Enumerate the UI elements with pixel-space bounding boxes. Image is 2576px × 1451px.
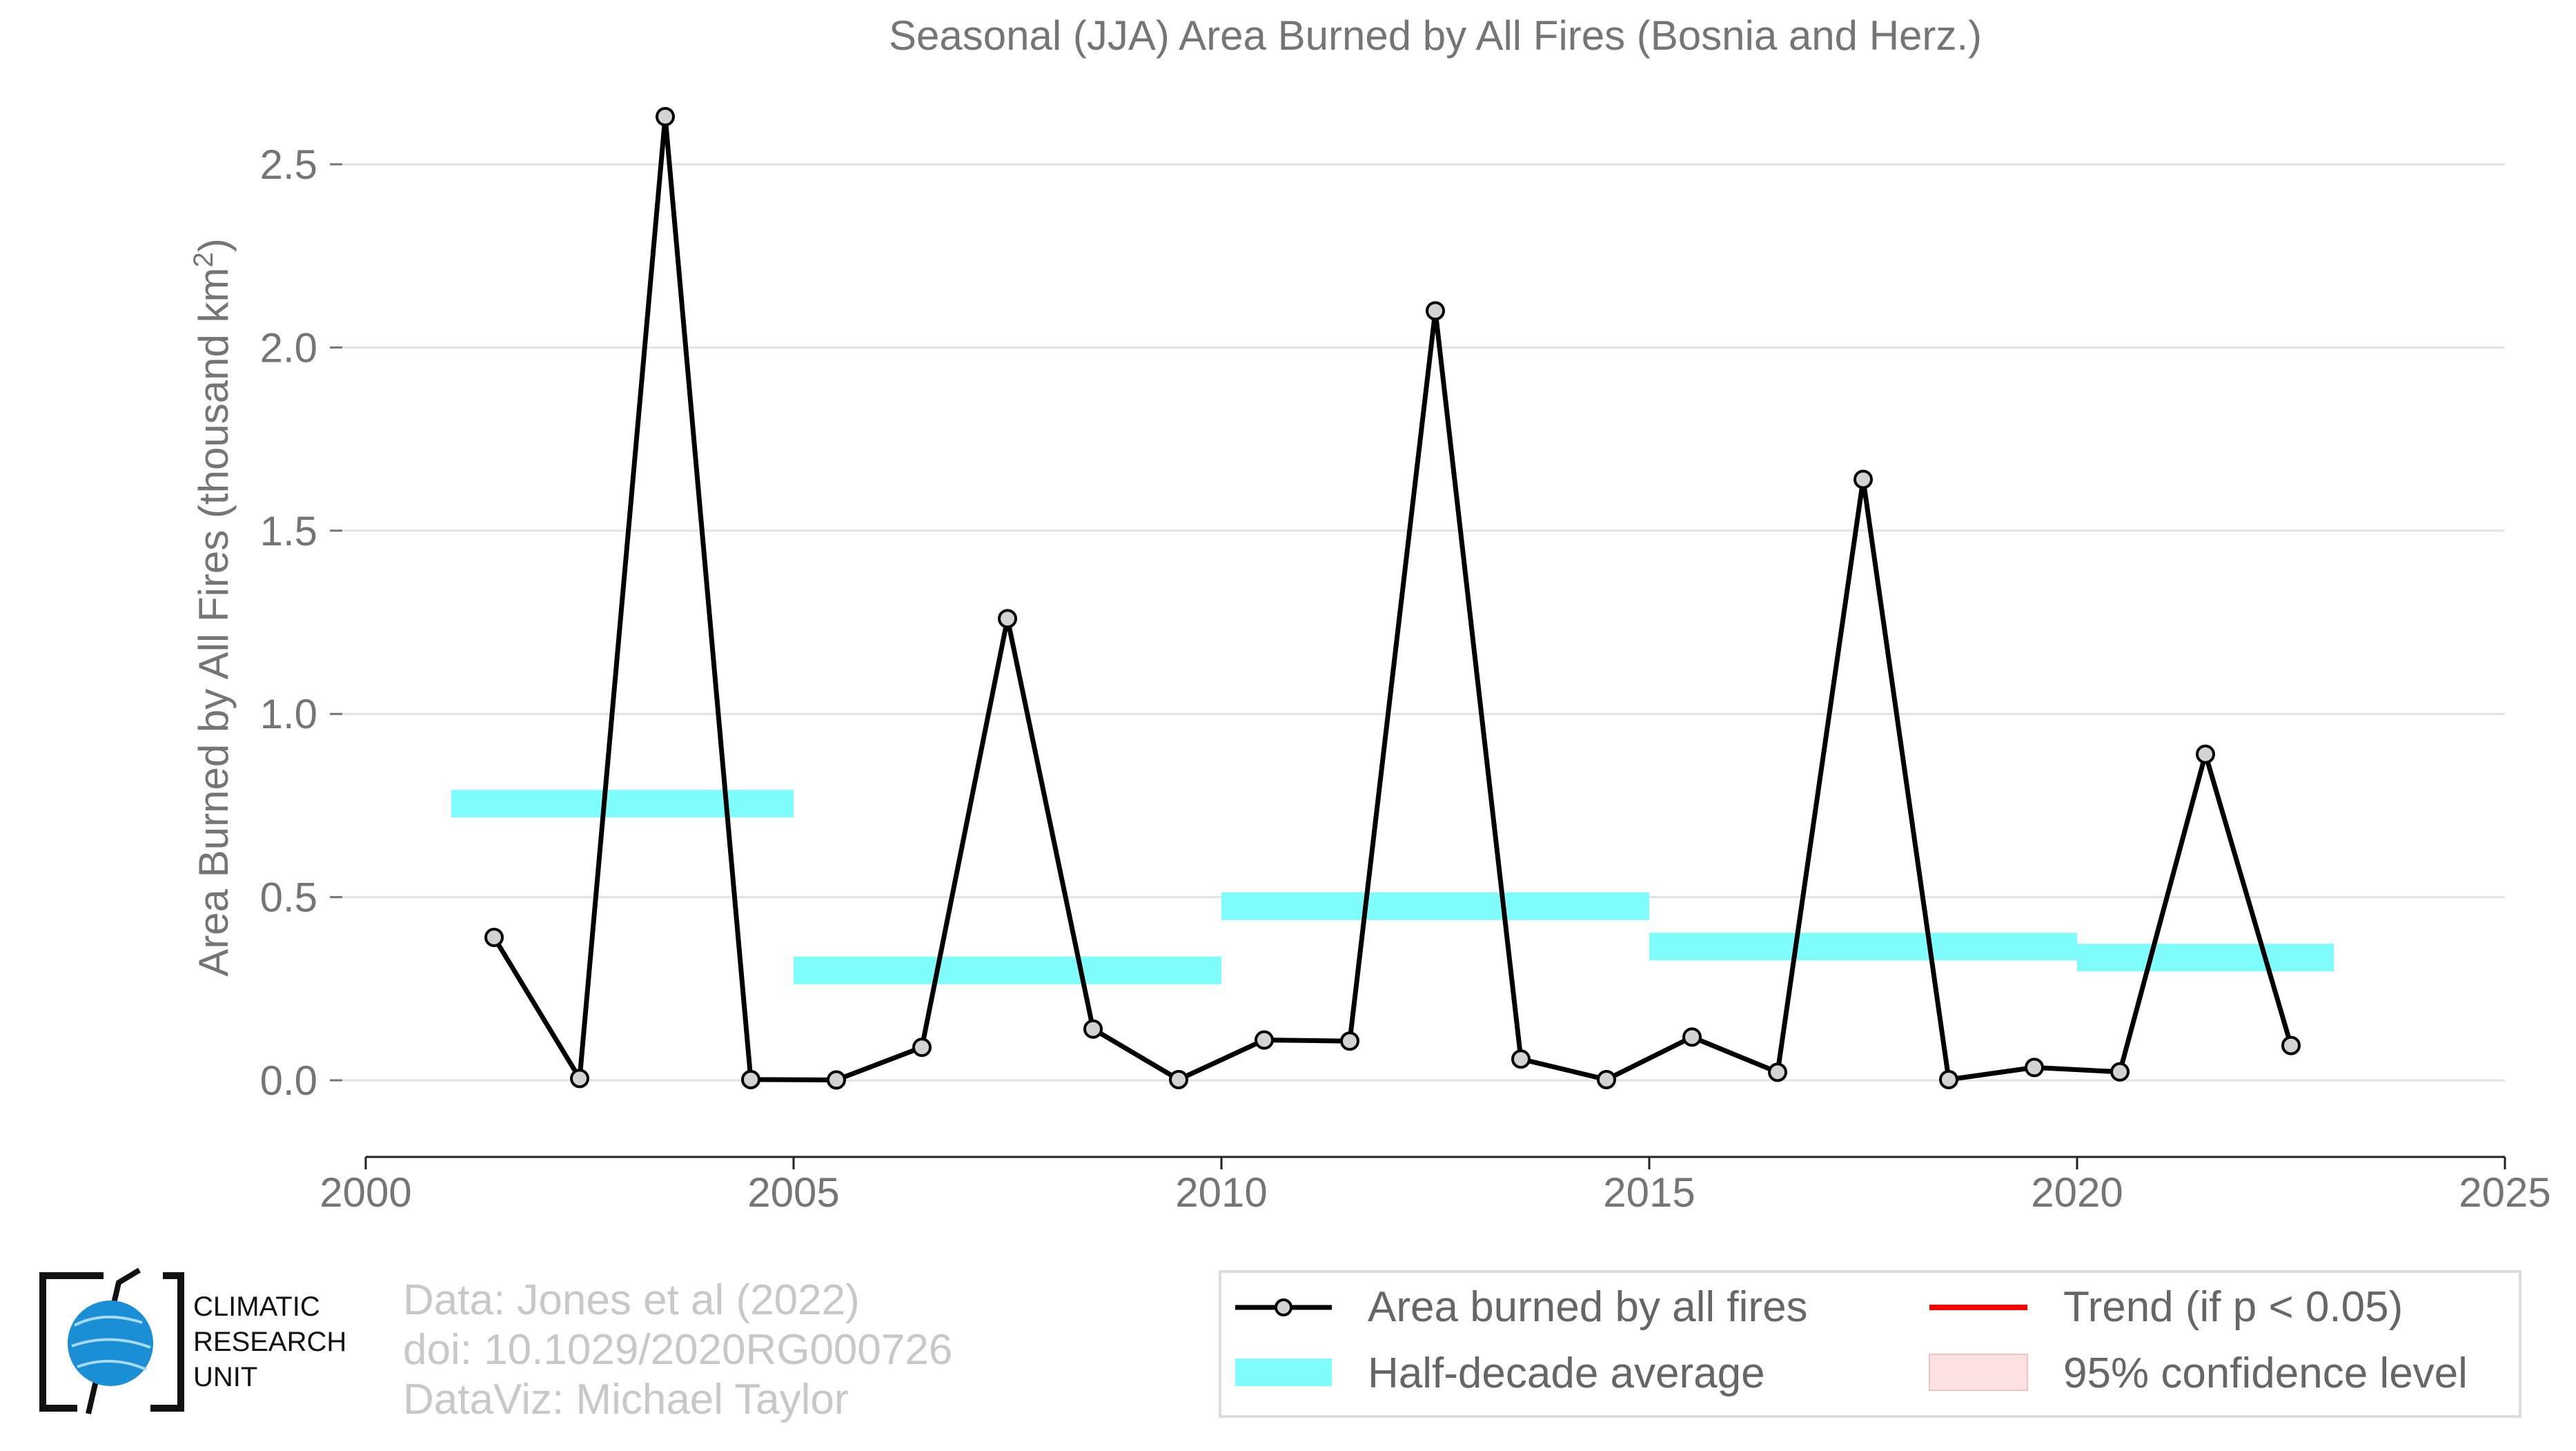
legend-label-series: Area burned by all fires [1368,1283,1808,1331]
logo-line-2: RESEARCH [193,1327,346,1357]
legend-box [1219,1270,2521,1418]
credit-data-source: Data: Jones et al (2022) [403,1276,860,1324]
half-decade-average-bar-2 [1221,892,1649,920]
data-point-2 [656,106,675,126]
area-burned-series [492,116,2294,1087]
x-tick-label-3: 2015 [1603,1169,1695,1216]
data-point-7 [1083,1019,1103,1039]
logo-frame-icon [39,1272,184,1412]
data-point-3 [741,1069,760,1089]
data-point-11 [1426,301,1445,321]
y-tick-label-3: 1.5 [260,508,317,554]
data-point-12 [1511,1049,1531,1069]
y-axis-label: Area Burned by All Fires (thousand km2) [188,238,237,976]
data-point-21 [2281,1035,2301,1055]
half-decade-average-bar-3 [1649,933,2077,961]
legend-swatch-marker [1275,1298,1292,1316]
data-point-15 [1768,1062,1787,1082]
legend-label-trend: Trend (if p < 0.05) [2063,1283,2403,1331]
data-point-16 [1854,469,1873,489]
y-axis-ticks: 0.0 0.5 1.0 1.5 2.0 2.5 [260,142,342,1104]
half-decade-average-bar-0 [451,790,794,818]
globe-swirl-icon [71,1315,151,1371]
legend-swatch-confidence [1929,1354,2028,1391]
y-axis-label-superscript: 2 [188,252,219,267]
data-point-6 [998,609,1017,629]
data-point-5 [912,1038,932,1058]
half-decade-average-bar-1 [794,956,1221,984]
data-point-9 [1255,1030,1274,1050]
x-tick-label-1: 2005 [747,1169,839,1216]
data-point-0 [484,927,504,947]
y-tick-label-0: 0.0 [260,1058,317,1104]
data-point-20 [2196,744,2215,764]
x-axis-ticks: 2000 2005 2010 2015 2020 2025 [319,1157,2551,1216]
legend-label-confidence: 95% confidence level [2063,1350,2468,1397]
x-tick-label-4: 2020 [2031,1169,2123,1216]
half-decade-average-bands [451,790,2334,984]
y-tick-label-4: 2.0 [260,324,317,371]
area-burned-markers [484,106,2301,1090]
data-point-10 [1340,1031,1359,1051]
cru-logo: CLIMATIC RESEARCH UNIT [39,1267,346,1414]
x-tick-label-5: 2025 [2459,1169,2550,1216]
logo-line-3: UNIT [193,1362,257,1392]
data-point-13 [1597,1069,1616,1089]
data-point-19 [2110,1062,2130,1082]
data-point-4 [827,1070,846,1090]
x-tick-label-2: 2010 [1175,1169,1267,1216]
y-tick-label-2: 1.0 [260,691,317,737]
logo-line-1: CLIMATIC [193,1292,320,1322]
y-axis-label-close: ) [190,238,237,252]
x-tick-label-0: 2000 [319,1169,411,1216]
y-tick-label-1: 0.5 [260,875,317,921]
area-burned-line [492,116,2294,1087]
legend: Area burned by all fires Trend (if p < 0… [1219,1270,2521,1418]
credit-dataviz: DataViz: Michael Taylor [403,1376,849,1423]
data-point-8 [1169,1069,1188,1089]
legend-label-average: Half-decade average [1368,1350,1765,1397]
chart-title: Seasonal (JJA) Area Burned by All Fires … [889,12,1982,59]
data-point-17 [1939,1069,1958,1089]
data-point-1 [570,1069,589,1089]
y-tick-label-5: 2.5 [260,142,317,188]
gridlines [338,163,2505,1082]
y-axis-label-main: Area Burned by All Fires (thousand km [190,268,237,977]
data-point-14 [1682,1027,1702,1047]
data-point-18 [2025,1058,2044,1078]
half-decade-average-bar-4 [2077,944,2334,972]
legend-swatch-average [1235,1359,1332,1386]
credit-doi: doi: 10.1029/2020RG000726 [403,1326,952,1374]
